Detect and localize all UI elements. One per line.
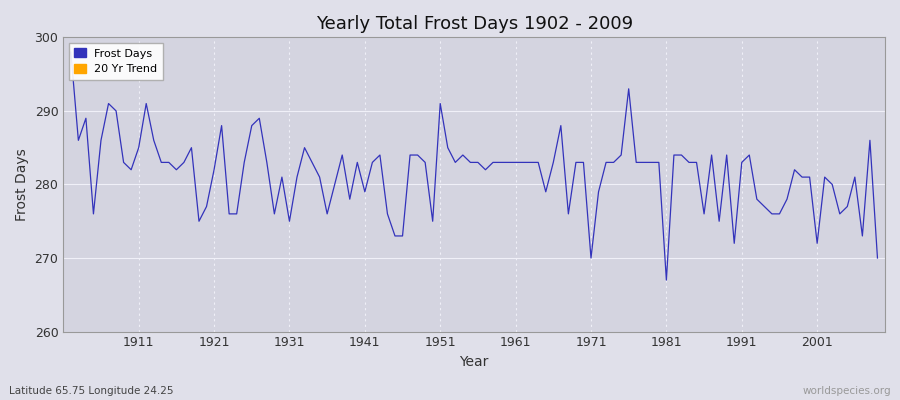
- X-axis label: Year: Year: [460, 355, 489, 369]
- Text: Latitude 65.75 Longitude 24.25: Latitude 65.75 Longitude 24.25: [9, 386, 174, 396]
- Text: worldspecies.org: worldspecies.org: [803, 386, 891, 396]
- Title: Yearly Total Frost Days 1902 - 2009: Yearly Total Frost Days 1902 - 2009: [316, 15, 633, 33]
- Y-axis label: Frost Days: Frost Days: [15, 148, 29, 221]
- Legend: Frost Days, 20 Yr Trend: Frost Days, 20 Yr Trend: [68, 43, 163, 80]
